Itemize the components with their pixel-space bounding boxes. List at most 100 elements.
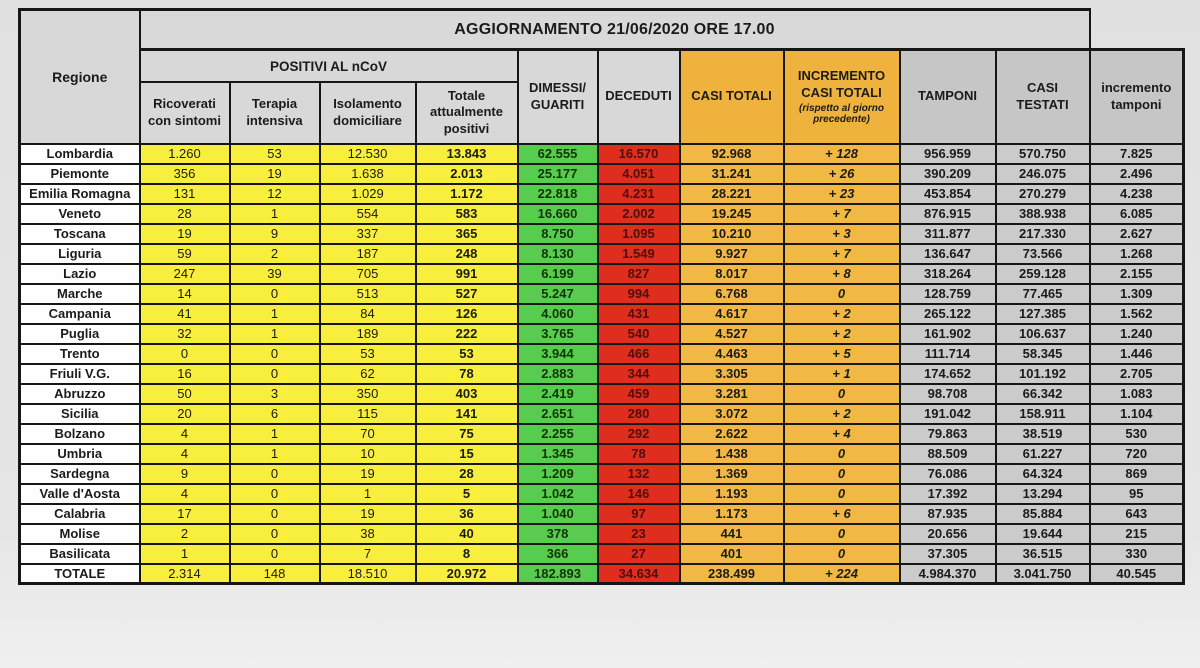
data-cell: 0 xyxy=(782,542,901,565)
region-cell: Valle d'Aosta xyxy=(18,482,141,505)
data-cell: 366 xyxy=(516,542,599,565)
data-cell: 6 xyxy=(228,402,321,425)
data-cell: 17 xyxy=(138,502,231,525)
data-cell: 1 xyxy=(318,482,417,505)
data-cell: 22.818 xyxy=(516,182,599,205)
data-cell: 1.638 xyxy=(318,162,417,185)
data-cell: 31.241 xyxy=(678,162,785,185)
data-cell: 132 xyxy=(596,462,681,485)
data-cell: 344 xyxy=(596,362,681,385)
data-cell: 0 xyxy=(228,502,321,525)
data-cell: 40 xyxy=(414,522,519,545)
table-row: Sicilia 20 6 115 141 2.651 280 3.072 + 2 191.042 1… xyxy=(18,402,1186,425)
column-header-casi-totali: CASI TOTALI xyxy=(678,48,785,145)
data-cell: 10.210 xyxy=(678,222,785,245)
data-cell: 292 xyxy=(596,422,681,445)
data-cell: 1.193 xyxy=(678,482,785,505)
data-cell: 318.264 xyxy=(898,262,997,285)
data-cell: + 5 xyxy=(782,342,901,365)
data-cell: 222 xyxy=(414,322,519,345)
data-cell: 215 xyxy=(1088,522,1186,545)
region-cell: Lazio xyxy=(18,262,141,285)
data-cell: 390.209 xyxy=(898,162,997,185)
data-cell: 50 xyxy=(138,382,231,405)
data-cell: 238.499 xyxy=(678,562,785,586)
data-cell: 191.042 xyxy=(898,402,997,425)
data-cell: 75 xyxy=(414,422,519,445)
data-cell: 0 xyxy=(228,542,321,565)
data-cell: 8 xyxy=(414,542,519,565)
column-header-ricoverati: Ricoverati con sintomi xyxy=(138,81,231,145)
table-row: Campania 41 1 84 126 4.060 431 4.617 + 2 265.122 1… xyxy=(18,302,1186,325)
data-cell: 0 xyxy=(228,462,321,485)
data-cell: 62.555 xyxy=(516,142,599,165)
data-cell: 1.042 xyxy=(516,482,599,505)
data-cell: 23 xyxy=(596,522,681,545)
data-cell: 4 xyxy=(138,422,231,445)
data-cell: 540 xyxy=(596,322,681,345)
region-cell: Basilicata xyxy=(18,542,141,565)
data-cell: 1.209 xyxy=(516,462,599,485)
data-cell: 401 xyxy=(678,542,785,565)
data-cell: 1.549 xyxy=(596,242,681,265)
table-row: Bolzano 4 1 70 75 2.255 292 2.622 + 4 79.863 38.51… xyxy=(18,422,1186,445)
data-cell: 53 xyxy=(414,342,519,365)
data-cell: 27 xyxy=(596,542,681,565)
data-cell: 2 xyxy=(228,242,321,265)
data-cell: 248 xyxy=(414,242,519,265)
data-cell: 16.570 xyxy=(596,142,681,165)
data-cell: 513 xyxy=(318,282,417,305)
data-cell: 13.843 xyxy=(414,142,519,165)
data-cell: 127.385 xyxy=(994,302,1091,325)
table-header: Regione AGGIORNAMENTO 21/06/2020 ORE 17.… xyxy=(18,7,1186,145)
incremento-casi-note: (rispetto al giorno precedente) xyxy=(799,102,884,126)
data-cell: 7.825 xyxy=(1088,142,1186,165)
data-cell: 337 xyxy=(318,222,417,245)
data-cell: 2.419 xyxy=(516,382,599,405)
data-cell: 1.172 xyxy=(414,182,519,205)
column-header-incremento-casi: INCREMENTO CASI TOTALI (rispetto al gior… xyxy=(782,48,901,145)
table-row: Sardegna 9 0 19 28 1.209 132 1.369 0 76.086 64.324… xyxy=(18,462,1186,485)
data-cell: 991 xyxy=(414,262,519,285)
data-cell: 311.877 xyxy=(898,222,997,245)
column-group-positivi: POSITIVI AL nCoV xyxy=(138,48,519,84)
data-cell: 3 xyxy=(228,382,321,405)
data-cell: 19.245 xyxy=(678,202,785,225)
table-row: Umbria 4 1 10 15 1.345 78 1.438 0 88.509 61.227 720 xyxy=(18,442,1186,465)
data-cell: + 3 xyxy=(782,222,901,245)
data-cell: 9.927 xyxy=(678,242,785,265)
region-cell: Veneto xyxy=(18,202,141,225)
data-cell: 1 xyxy=(228,322,321,345)
data-cell: 28 xyxy=(138,202,231,225)
data-cell: 2.155 xyxy=(1088,262,1186,285)
data-cell: 19 xyxy=(228,162,321,185)
data-cell: 40.545 xyxy=(1088,562,1186,586)
data-cell: 1 xyxy=(228,442,321,465)
data-cell: 1 xyxy=(228,202,321,225)
region-cell: Trento xyxy=(18,342,141,365)
data-cell: 4.051 xyxy=(596,162,681,185)
data-cell: 4.060 xyxy=(516,302,599,325)
table-row: Calabria 17 0 19 36 1.040 97 1.173 + 6 87.935 85.8… xyxy=(18,502,1186,525)
data-cell: 356 xyxy=(138,162,231,185)
data-cell: 189 xyxy=(318,322,417,345)
data-cell: 78 xyxy=(414,362,519,385)
table-row: Trento 0 0 53 53 3.944 466 4.463 + 5 111.714 58.34… xyxy=(18,342,1186,365)
data-cell: 0 xyxy=(782,382,901,405)
data-cell: 466 xyxy=(596,342,681,365)
data-cell: 530 xyxy=(1088,422,1186,445)
region-cell: Umbria xyxy=(18,442,141,465)
data-cell: 4.617 xyxy=(678,302,785,325)
data-cell: 16.660 xyxy=(516,202,599,225)
data-cell: 59 xyxy=(138,242,231,265)
data-cell: 1.240 xyxy=(1088,322,1186,345)
data-cell: 441 xyxy=(678,522,785,545)
data-cell: 705 xyxy=(318,262,417,285)
region-cell: Bolzano xyxy=(18,422,141,445)
data-cell: 1.562 xyxy=(1088,302,1186,325)
data-cell: 64.324 xyxy=(994,462,1091,485)
data-cell: 41 xyxy=(138,302,231,325)
header-gap xyxy=(1090,10,1184,50)
data-cell: 158.911 xyxy=(994,402,1091,425)
data-cell: 453.854 xyxy=(898,182,997,205)
